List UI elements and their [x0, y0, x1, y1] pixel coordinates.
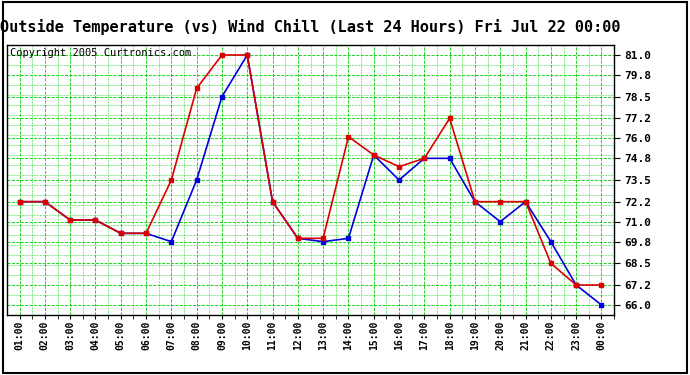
Text: Outside Temperature (vs) Wind Chill (Last 24 Hours) Fri Jul 22 00:00: Outside Temperature (vs) Wind Chill (Las…	[0, 19, 621, 35]
Text: Copyright 2005 Curtronics.com: Copyright 2005 Curtronics.com	[10, 48, 191, 58]
